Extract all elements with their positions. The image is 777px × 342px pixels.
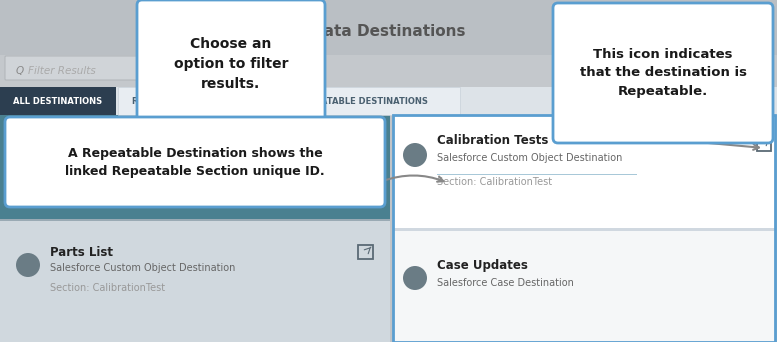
Bar: [118, 87, 263, 115]
Text: Data Destinations: Data Destinations: [311, 25, 465, 39]
Bar: [0, 220, 390, 342]
Text: This icon indicates
that the destination is
Repeatable.: This icon indicates that the destination…: [580, 49, 747, 97]
Bar: [393, 228, 775, 231]
Bar: [0, 55, 777, 87]
Circle shape: [403, 143, 427, 167]
FancyBboxPatch shape: [553, 3, 773, 143]
Bar: [265, 87, 460, 115]
FancyBboxPatch shape: [137, 0, 325, 128]
Text: A Repeatable Destination shows the
linked Repeatable Section unique ID.: A Repeatable Destination shows the linke…: [65, 146, 325, 177]
Bar: [0, 115, 390, 342]
Text: Q: Q: [16, 66, 24, 76]
Bar: [393, 115, 775, 342]
Text: Parts List: Parts List: [50, 246, 113, 259]
FancyBboxPatch shape: [5, 56, 152, 80]
Text: Section: CalibrationTest: Section: CalibrationTest: [437, 177, 552, 187]
Text: ALL DESTINATIONS: ALL DESTINATIONS: [13, 96, 103, 105]
Text: Salesforce Case Destination: Salesforce Case Destination: [437, 278, 574, 288]
Text: Salesforce Custom Object Destination: Salesforce Custom Object Destination: [437, 153, 622, 163]
Polygon shape: [219, 123, 243, 138]
Text: REGULAR DESTINATIONS: REGULAR DESTINATIONS: [132, 96, 248, 105]
Text: Salesforce Custom Object Destination: Salesforce Custom Object Destination: [50, 263, 235, 273]
Bar: [0, 87, 116, 115]
Bar: [358, 245, 373, 259]
Text: Filter Results: Filter Results: [28, 66, 96, 76]
Text: REPEATABLE DESTINATIONS: REPEATABLE DESTINATIONS: [297, 96, 427, 105]
Text: Calibration Tests: Calibration Tests: [437, 133, 549, 146]
Bar: [393, 115, 775, 228]
Bar: [437, 174, 637, 175]
Bar: [393, 231, 775, 342]
Bar: [0, 0, 777, 55]
Bar: [0, 87, 777, 115]
Circle shape: [16, 253, 40, 277]
Bar: [393, 115, 775, 342]
FancyBboxPatch shape: [5, 117, 385, 207]
Circle shape: [403, 266, 427, 290]
Bar: [757, 137, 771, 151]
Text: Case Updates: Case Updates: [437, 259, 528, 272]
Bar: [0, 219, 390, 221]
Text: Section: CalibrationTest: Section: CalibrationTest: [50, 283, 166, 293]
Bar: [0, 115, 390, 220]
Text: Choose an
option to filter
results.: Choose an option to filter results.: [174, 38, 288, 91]
